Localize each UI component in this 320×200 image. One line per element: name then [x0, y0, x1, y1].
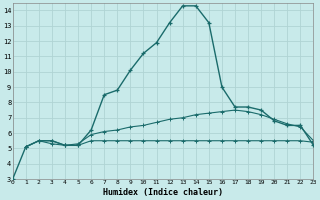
X-axis label: Humidex (Indice chaleur): Humidex (Indice chaleur) — [103, 188, 223, 197]
